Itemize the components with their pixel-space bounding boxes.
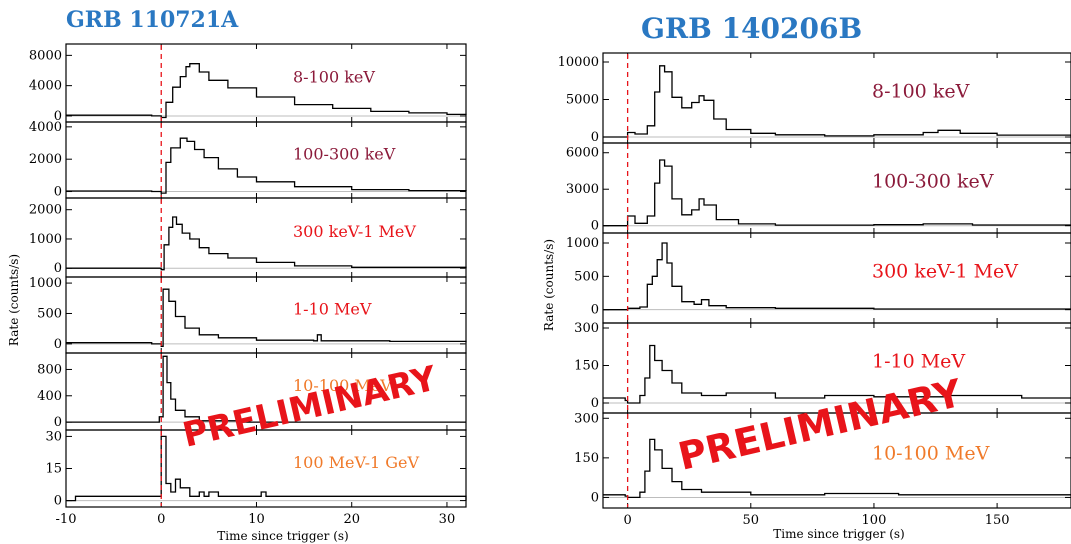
panel-10-100-mev-ytick-label: 300: [574, 411, 599, 426]
panel-8-100-kev: 0 4000 8000 8-100 keV: [29, 43, 467, 124]
grb-140206b-ylabel: Rate (counts/s): [542, 239, 556, 331]
panel-100-300-kev-ytick-label: 6000: [566, 146, 599, 161]
panel-10-100-mev: 0 400 800 10-100 MeV: [37, 352, 467, 431]
panel-100-mev-1-gev-ytick-label: 0: [54, 494, 62, 509]
grb-140206b-title: GRB 140206B: [641, 12, 862, 45]
panel-100-mev-1-gev-ytick-label: 15: [45, 462, 62, 477]
panel-10-100-mev-lightcurve: [66, 355, 466, 423]
panel-10-100-mev: 0 150 300 10-100 MeV: [574, 411, 1071, 509]
panel-8-100-kev-frame: [65, 43, 467, 123]
panel-10-100-mev-ytick-label: 0: [54, 415, 62, 430]
panel-1-10-mev-ytick-label: 0: [54, 337, 62, 352]
panel-100-300-kev-frame: [602, 142, 1071, 234]
panel-8-100-kev-ytick-label: 0: [591, 130, 599, 145]
panel-300-kev-1-mev: 0 1000 2000 300 keV-1 MeV: [29, 197, 467, 278]
panel-100-300-kev-ytick-label: 3000: [566, 182, 599, 197]
panel-100-300-kev-ytick-label: 0: [591, 219, 599, 234]
x-tick-label: 150: [985, 513, 1010, 528]
panel-10-100-mev-ytick-label: 0: [591, 490, 599, 505]
x-tick-label: 0: [157, 512, 165, 527]
panel-8-100-kev-label: 8-100 keV: [293, 67, 375, 86]
panel-1-10-mev-label: 1-10 MeV: [293, 300, 372, 319]
panel-1-10-mev-ytick-label: 150: [574, 359, 599, 374]
panel-100-mev-1-gev-label: 100 MeV-1 GeV: [293, 453, 419, 472]
panel-300-kev-1-mev-label: 300 keV-1 MeV: [872, 260, 1018, 282]
x-tick-label: -10: [56, 512, 77, 527]
grb-140206b-xlabel: Time since trigger (s): [773, 527, 904, 541]
panel-1-10-mev-lightcurve: [603, 344, 1071, 404]
panel-100-mev-1-gev: 0 15 30 100 MeV-1 GeV: [45, 429, 467, 509]
panel-10-100-mev-ytick-label: 150: [574, 451, 599, 466]
panel-8-100-kev-ytick-label: 8000: [29, 48, 62, 63]
panel-300-kev-1-mev-label: 300 keV-1 MeV: [293, 222, 416, 241]
panel-100-300-kev-label: 100-300 keV: [872, 170, 994, 192]
panel-8-100-kev-ytick-label: 5000: [566, 93, 599, 108]
panel-1-10-mev-ytick-label: 300: [574, 321, 599, 336]
panel-8-100-kev: 0 5000 10000 8-100 keV: [558, 52, 1071, 145]
x-tick-label: 30: [439, 512, 456, 527]
panel-100-300-kev: 0 2000 4000 100-300 keV: [29, 120, 467, 200]
panel-8-100-kev-ytick-label: 0: [54, 109, 62, 124]
panel-100-300-kev-ytick-label: 4000: [29, 120, 62, 135]
panel-300-kev-1-mev: 0 500 1000 300 keV-1 MeV: [566, 232, 1071, 324]
panel-300-kev-1-mev-ytick-label: 0: [54, 261, 62, 276]
panel-100-300-kev-label: 100-300 keV: [293, 145, 396, 164]
panel-1-10-mev-ytick-label: 500: [37, 306, 62, 321]
grb-110721a-watermark: PRELIMINARY: [179, 358, 441, 455]
panel-10-100-mev-ytick-label: 400: [37, 389, 62, 404]
panel-100-300-kev-lightcurve: [603, 159, 1071, 227]
panel-300-kev-1-mev-lightcurve: [603, 242, 1071, 311]
panel-100-mev-1-gev-ytick-label: 30: [45, 429, 62, 444]
panel-1-10-mev-label: 1-10 MeV: [872, 350, 965, 372]
x-tick-label: 100: [862, 513, 887, 528]
panel-8-100-kev-lightcurve: [66, 63, 467, 119]
x-tick-label: 0: [623, 513, 631, 528]
panel-300-kev-1-mev-ytick-label: 1000: [29, 232, 62, 247]
panel-100-300-kev-ytick-label: 2000: [29, 152, 62, 167]
panel-300-kev-1-mev-ytick-label: 500: [574, 269, 599, 284]
panel-8-100-kev-label: 8-100 keV: [872, 80, 970, 102]
panel-100-300-kev-frame: [65, 121, 467, 199]
panel-1-10-mev-ytick-label: 1000: [29, 276, 62, 291]
panel-1-10-mev-lightcurve: [66, 288, 467, 347]
panel-10-100-mev-label: 10-100 MeV: [872, 443, 990, 465]
panel-100-300-kev-ytick-label: 0: [54, 185, 62, 200]
panel-300-kev-1-mev-ytick-label: 0: [591, 303, 599, 318]
x-tick-label: 20: [343, 512, 360, 527]
x-tick-label: 50: [743, 513, 760, 528]
panel-300-kev-1-mev-ytick-label: 2000: [29, 203, 62, 218]
panel-10-100-mev-label: 10-100 MeV: [293, 376, 392, 395]
grb-110721a-ylabel: Rate (counts/s): [7, 254, 21, 346]
panel-100-mev-1-gev-lightcurve: [66, 435, 467, 502]
panel-8-100-kev-frame: [602, 52, 1071, 144]
grb-110721a-title: GRB 110721A: [66, 7, 239, 33]
panel-300-kev-1-mev-ytick-label: 1000: [566, 236, 599, 251]
panel-10-100-mev-ytick-label: 800: [37, 362, 62, 377]
panel-10-100-mev-lightcurve: [603, 438, 1071, 499]
panel-300-kev-1-mev-lightcurve: [66, 216, 467, 271]
x-tick-label: 10: [248, 512, 265, 527]
panel-100-300-kev-lightcurve: [66, 137, 467, 194]
panel-1-10-mev-ytick-label: 0: [591, 396, 599, 411]
panel-8-100-kev-ytick-label: 10000: [558, 55, 599, 70]
panel-10-100-mev-frame: [602, 412, 1071, 509]
panel-1-10-mev: 0 500 1000 1-10 MeV: [29, 276, 467, 354]
panel-100-300-kev: 0 3000 6000 100-300 keV: [566, 142, 1071, 234]
panel-8-100-kev-lightcurve: [603, 65, 1071, 138]
panel-8-100-kev-ytick-label: 4000: [29, 79, 62, 94]
grb-110721a-xlabel: Time since trigger (s): [217, 529, 348, 543]
panel-1-10-mev: 0 150 300 1-10 MeV: [574, 321, 1071, 414]
